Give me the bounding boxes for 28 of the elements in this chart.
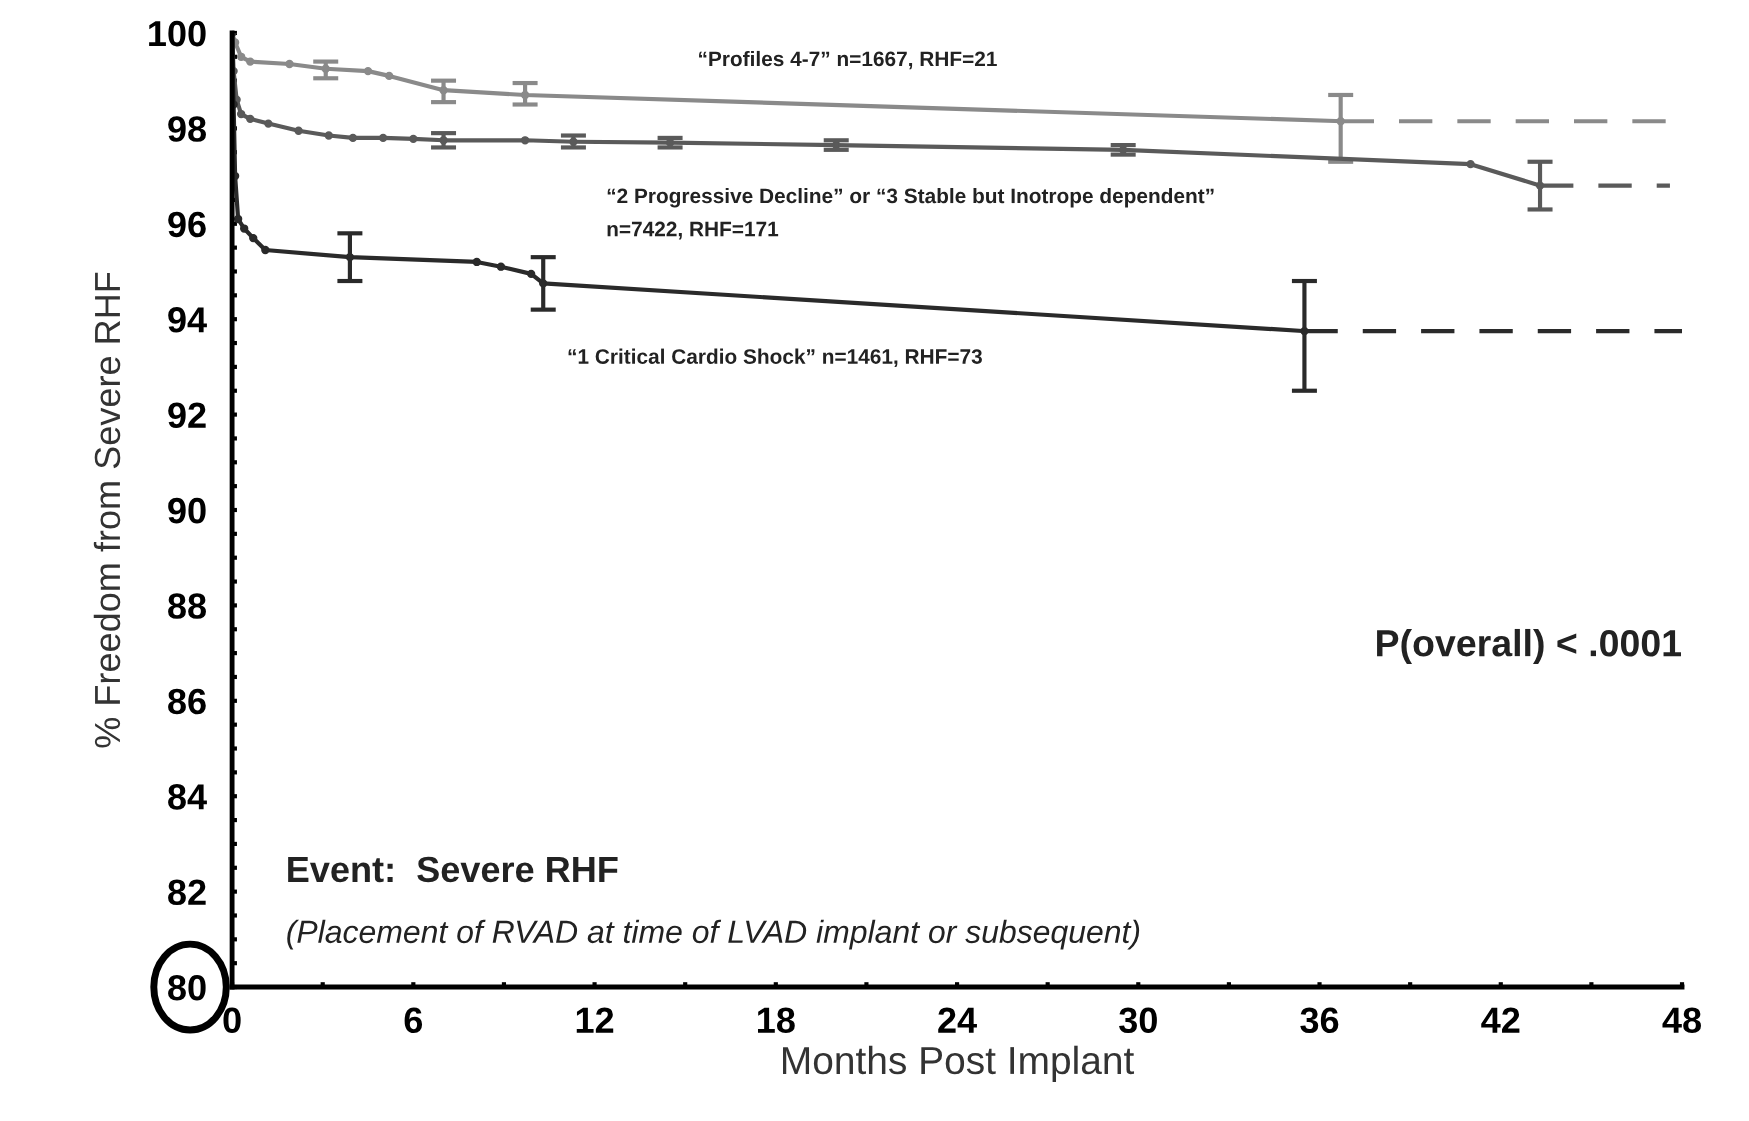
x-tick-label: 36: [1300, 1007, 1339, 1034]
x-tick-label: 24: [938, 1007, 977, 1033]
x-tick-label: 42: [1481, 1007, 1520, 1033]
annotation: Event: Severe RHF: [288, 856, 618, 883]
x-tick-label: 12: [576, 1007, 614, 1033]
y-tick-label: 84: [168, 784, 207, 810]
x-tick-label: 18: [758, 1007, 795, 1034]
y-tick-label: 92: [168, 402, 206, 429]
y-tick-label: 86: [168, 688, 206, 715]
y-tick-label: 90: [168, 497, 206, 524]
annotation: “Profiles 4-7” n=1667, RHF=21: [699, 50, 997, 70]
x-tick-label: 6: [404, 1007, 423, 1034]
y-tick-label: 98: [168, 116, 206, 142]
y-axis-title: % Freedom from Severe RHF: [93, 272, 121, 748]
annotation: “1 Critical Cardio Shock” n=1461, RHF=73: [568, 348, 982, 367]
x-axis-title: Months Post Implant: [783, 1045, 1135, 1082]
annotation: P(overall) < .0001: [1377, 628, 1681, 664]
y-tick-label: 94: [168, 307, 207, 333]
y-tick-label: 82: [168, 879, 206, 906]
x-tick-label: 30: [1119, 1007, 1157, 1034]
annotation: “2 Progressive Decline” or “3 Stable but Inotrope dependent” n=7422, RHF=171: [607, 187, 1214, 240]
x-tick-label: 0: [223, 1007, 241, 1034]
y-tick-label: 96: [168, 211, 206, 238]
annotation: (Placement of RVAD at time of LVAD implant or subsequent): [287, 919, 1140, 950]
x-tick-label: 48: [1662, 1007, 1701, 1034]
y-tick-label: 88: [168, 593, 206, 619]
y-tick-label: 100: [149, 20, 206, 47]
y-tick-label: 80: [168, 974, 206, 1001]
